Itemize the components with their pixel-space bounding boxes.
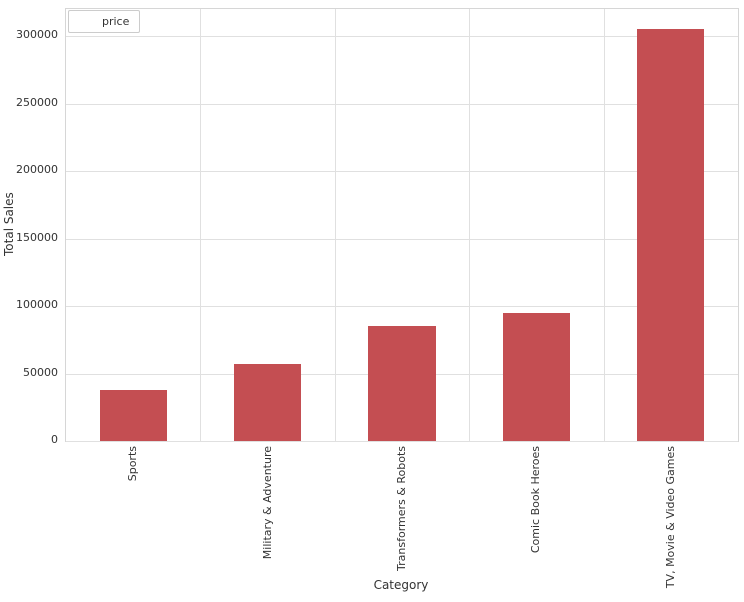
x-tick-label: Comic Book Heroes	[529, 446, 543, 554]
y-tick-label: 50000	[23, 365, 58, 379]
y-gridline	[66, 36, 738, 37]
legend-label: price	[102, 15, 130, 28]
y-gridline	[66, 306, 738, 307]
y-gridline	[66, 171, 738, 172]
bar	[502, 312, 570, 441]
x-gridline	[200, 9, 202, 441]
x-tick-label: Military & Adventure	[260, 446, 274, 560]
x-gridline	[334, 9, 336, 441]
x-tick-label: Sports	[126, 446, 140, 482]
y-tick-label: 200000	[16, 163, 58, 176]
bar	[637, 29, 705, 441]
x-axis-ticks: Sports Military & Adventure Transformers &…	[66, 446, 738, 588]
x-axis-label: Category	[373, 578, 429, 592]
y-gridline	[66, 103, 738, 105]
x-gridline	[469, 9, 471, 441]
x-gridline	[603, 9, 605, 441]
plot-area	[65, 8, 739, 442]
y-tick-label: 0	[51, 433, 58, 446]
y-gridline	[66, 238, 738, 240]
y-tick-label: 300000	[16, 28, 58, 41]
y-axis-label: Total Sales	[2, 192, 16, 256]
x-tick-label: TV, Movie & Video Games	[663, 446, 677, 589]
legend-swatch-price	[77, 17, 95, 26]
y-gridline	[66, 441, 738, 442]
x-tick-label: Transformers & Robots	[395, 446, 408, 571]
y-tick-label: 250000	[16, 95, 58, 109]
bar	[234, 364, 302, 441]
legend: price	[68, 10, 141, 33]
bar	[99, 390, 167, 441]
bar	[368, 325, 436, 441]
y-axis-ticks: 0 50000 100000 150000 200000 250000 300000	[0, 8, 58, 446]
y-tick-label: 100000	[16, 298, 58, 311]
y-tick-label: 150000	[16, 230, 58, 244]
